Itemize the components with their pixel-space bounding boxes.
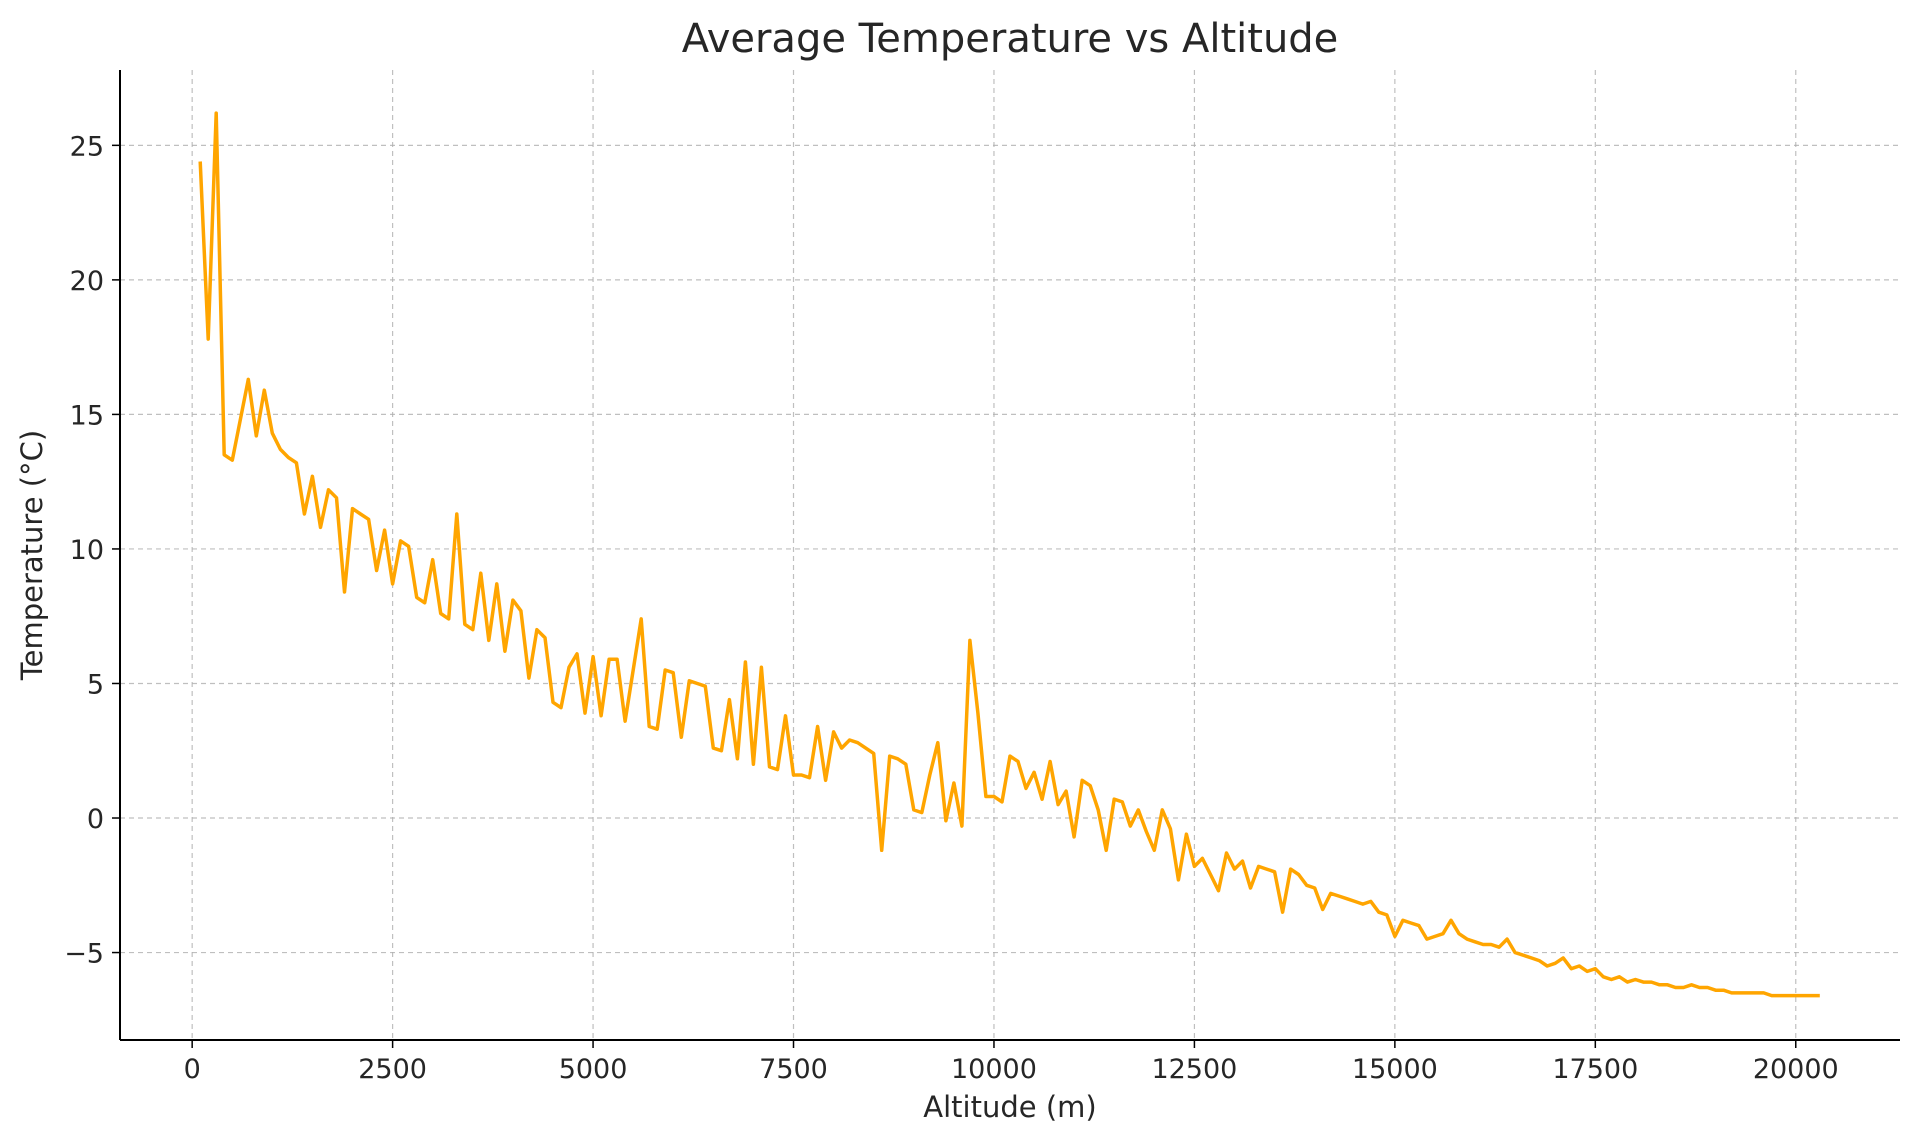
chart-title: Average Temperature vs Altitude [682, 16, 1339, 62]
y-tick-label: 20 [70, 266, 104, 297]
series-layer [198, 111, 1820, 998]
x-axis-label: Altitude (m) [923, 1090, 1096, 1124]
x-tick-label: 17500 [1552, 1054, 1638, 1085]
y-tick-label: 5 [87, 669, 104, 700]
x-tick-label: 12500 [1151, 1054, 1237, 1085]
x-tick-label: 2500 [358, 1054, 427, 1085]
x-tick-label: 5000 [559, 1054, 628, 1085]
x-tick-label: 0 [184, 1054, 201, 1085]
ticks: 0 2500 5000 7500 10000 12500 15000 17500 20000 −5… [64, 131, 1839, 1085]
axes [119, 70, 1900, 1041]
y-axis-label: Temperature (°C) [15, 430, 49, 681]
x-tick-label: 10000 [951, 1054, 1037, 1085]
y-tick-label: 25 [70, 131, 104, 162]
x-tick-label: 20000 [1753, 1054, 1839, 1085]
x-tick-label: 7500 [759, 1054, 828, 1085]
temperature-line [198, 111, 1820, 998]
y-tick-label: 0 [87, 804, 104, 835]
y-tick-label: 10 [70, 535, 104, 566]
y-tick-label: −5 [64, 939, 104, 970]
x-tick-label: 15000 [1352, 1054, 1438, 1085]
y-tick-label: 15 [70, 400, 104, 431]
